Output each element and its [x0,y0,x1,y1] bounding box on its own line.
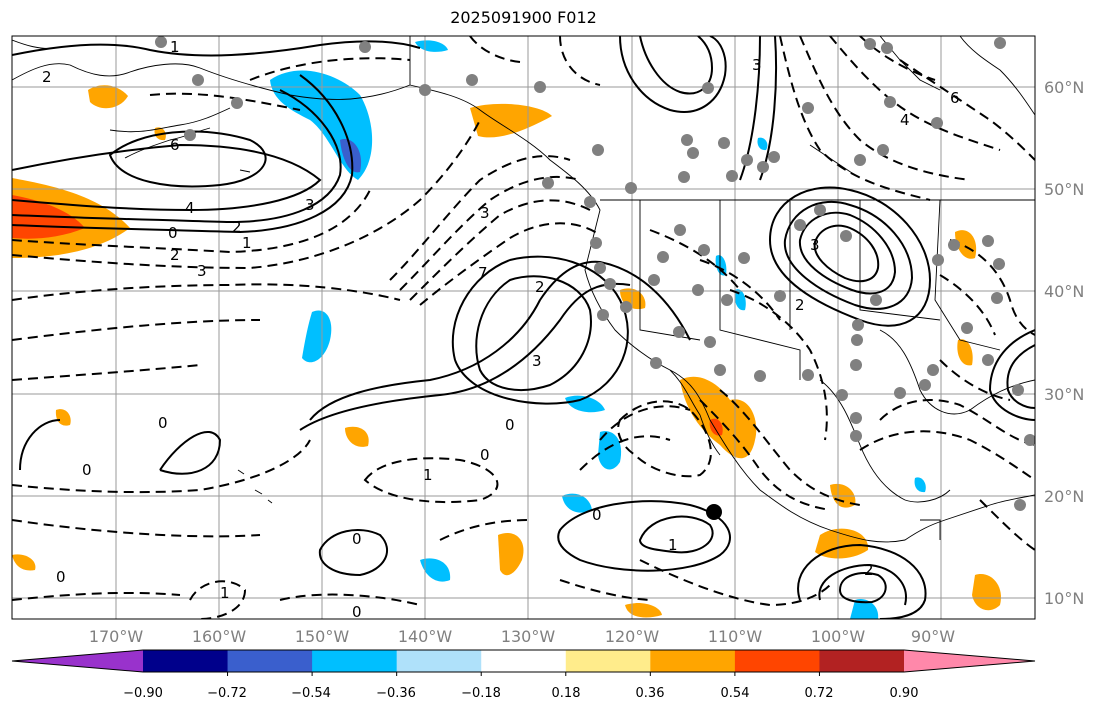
contour-label: 3 [305,196,315,214]
colorbar-extend-max [904,650,1035,672]
colorbar-tick-label: 0.72 [805,686,834,701]
colorbar-tick-label: 0.36 [636,686,665,701]
contour-label: 4 [185,199,195,217]
contour-label: 2 [795,296,805,314]
colorbar-tick-label: −0.36 [376,686,416,701]
latitude-axis: 60°N 50°N 40°N 30°N 20°N 10°N [1044,78,1084,608]
colorbar-segment [143,650,229,672]
colorbar-segment [734,650,820,672]
colorbar-segment [481,650,567,672]
colorbar-segment [819,650,905,672]
contour-label: 2 [535,278,545,296]
map-title: 2025091900 F012 [450,8,597,27]
contour-label: 3 [197,262,207,280]
lon-tick-label: 130°W [501,627,556,646]
lat-tick-label: 40°N [1044,282,1084,301]
colorbar-segment [312,650,398,672]
colorbar-outline [11,649,1036,673]
contour-label: 2 [170,246,180,264]
lon-tick-label: 110°W [708,627,763,646]
lat-tick-label: 10°N [1044,589,1084,608]
contour-label: 1 [242,234,252,252]
contour-label: 0 [352,530,362,548]
contour-label: 3 [480,204,490,222]
map-area [12,36,1035,619]
lat-lon-grid [12,36,1035,619]
lat-tick-label: 50°N [1044,180,1084,199]
colorbar [11,649,1036,676]
contour-label: 1 [170,38,180,56]
lon-tick-label: 150°W [295,627,350,646]
contour-label: 0 [56,568,66,586]
colorbar-tick-label: −0.18 [461,686,501,701]
colorbar-ticks: −0.90 −0.72 −0.54 −0.36 −0.18 0.18 0.36 … [123,686,918,701]
solid-contours [12,36,1035,619]
station-dots [155,36,1035,511]
colorbar-tick-label: 0.90 [890,686,919,701]
dashed-contours [12,36,1035,619]
contour-label: 6 [950,89,960,107]
contour-labels: 2 1 6 4 2 3 0 2 3 1 3 2 3 0 0 0 1 0 0 1 … [42,38,960,621]
contour-label: 2 [232,218,242,236]
colorbar-tick-label: −0.72 [207,686,247,701]
contour-label: 0 [168,224,178,242]
lon-tick-label: 170°W [89,627,144,646]
contour-label: 1 [423,466,433,484]
colorbar-tick-label: −0.90 [123,686,163,701]
colorbar-tick-label: 0.18 [552,686,581,701]
colorbar-tick-label: 0.54 [721,686,750,701]
contour-label: 2 [42,68,52,86]
lat-tick-label: 60°N [1044,78,1084,97]
contour-label: 3 [532,352,542,370]
contour-label: 0 [158,414,168,432]
coastlines [12,36,1035,543]
colorbar-segment [650,650,736,672]
contour-label: 4 [900,111,910,129]
storm-center-marker [706,504,722,520]
colorbar-segment [565,650,651,672]
lat-tick-label: 30°N [1044,385,1084,404]
contour-label: 7 [478,264,488,282]
contour-label: 0 [505,416,515,434]
colorbar-extend-min [12,650,143,672]
map-frame [11,35,1036,620]
colorbar-segment [396,650,482,672]
lon-tick-label: 90°W [911,627,955,646]
contour-label: 2 [864,561,874,579]
colorbar-tick-label: −0.54 [291,686,331,701]
contour-label: 6 [170,136,180,154]
lon-tick-label: 140°W [398,627,453,646]
contour-label: 0 [352,603,362,621]
contour-label: 0 [592,506,602,524]
contour-label: 0 [82,461,92,479]
lon-tick-label: 120°W [605,627,660,646]
colorbar-segment [227,650,313,672]
contour-label: 3 [810,236,820,254]
lon-tick-label: 160°W [192,627,247,646]
longitude-axis: 170°W 160°W 150°W 140°W 130°W 120°W 110°… [89,627,955,646]
contour-label: 1 [220,584,230,602]
lon-tick-label: 100°W [811,627,866,646]
contour-label: 3 [752,56,762,74]
lat-tick-label: 20°N [1044,487,1084,506]
contour-label: 1 [668,536,678,554]
contour-label: 0 [480,446,490,464]
